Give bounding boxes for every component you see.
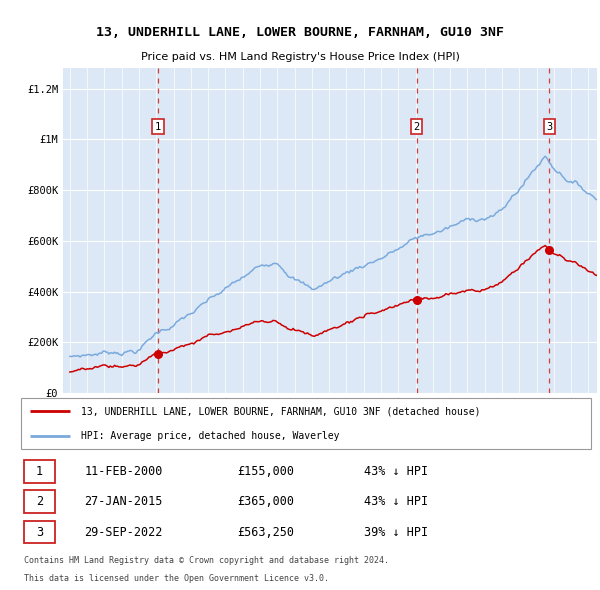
Text: 39% ↓ HPI: 39% ↓ HPI xyxy=(364,526,428,539)
Text: 43% ↓ HPI: 43% ↓ HPI xyxy=(364,495,428,508)
Text: 3: 3 xyxy=(36,526,43,539)
Text: 3: 3 xyxy=(547,122,553,132)
Text: This data is licensed under the Open Government Licence v3.0.: This data is licensed under the Open Gov… xyxy=(24,574,329,583)
Text: 11-FEB-2000: 11-FEB-2000 xyxy=(84,465,163,478)
Text: Contains HM Land Registry data © Crown copyright and database right 2024.: Contains HM Land Registry data © Crown c… xyxy=(24,556,389,565)
FancyBboxPatch shape xyxy=(24,520,55,543)
Text: 2: 2 xyxy=(413,122,420,132)
Text: 29-SEP-2022: 29-SEP-2022 xyxy=(84,526,163,539)
Text: £155,000: £155,000 xyxy=(237,465,294,478)
Text: £563,250: £563,250 xyxy=(237,526,294,539)
Text: HPI: Average price, detached house, Waverley: HPI: Average price, detached house, Wave… xyxy=(82,431,340,441)
Text: 2: 2 xyxy=(36,495,43,508)
Text: £365,000: £365,000 xyxy=(237,495,294,508)
FancyBboxPatch shape xyxy=(24,490,55,513)
FancyBboxPatch shape xyxy=(24,460,55,483)
Text: 1: 1 xyxy=(36,465,43,478)
Text: 1: 1 xyxy=(155,122,161,132)
Text: 13, UNDERHILL LANE, LOWER BOURNE, FARNHAM, GU10 3NF: 13, UNDERHILL LANE, LOWER BOURNE, FARNHA… xyxy=(96,26,504,39)
Text: 27-JAN-2015: 27-JAN-2015 xyxy=(84,495,163,508)
Text: 13, UNDERHILL LANE, LOWER BOURNE, FARNHAM, GU10 3NF (detached house): 13, UNDERHILL LANE, LOWER BOURNE, FARNHA… xyxy=(82,406,481,416)
Text: 43% ↓ HPI: 43% ↓ HPI xyxy=(364,465,428,478)
Text: Price paid vs. HM Land Registry's House Price Index (HPI): Price paid vs. HM Land Registry's House … xyxy=(140,52,460,62)
